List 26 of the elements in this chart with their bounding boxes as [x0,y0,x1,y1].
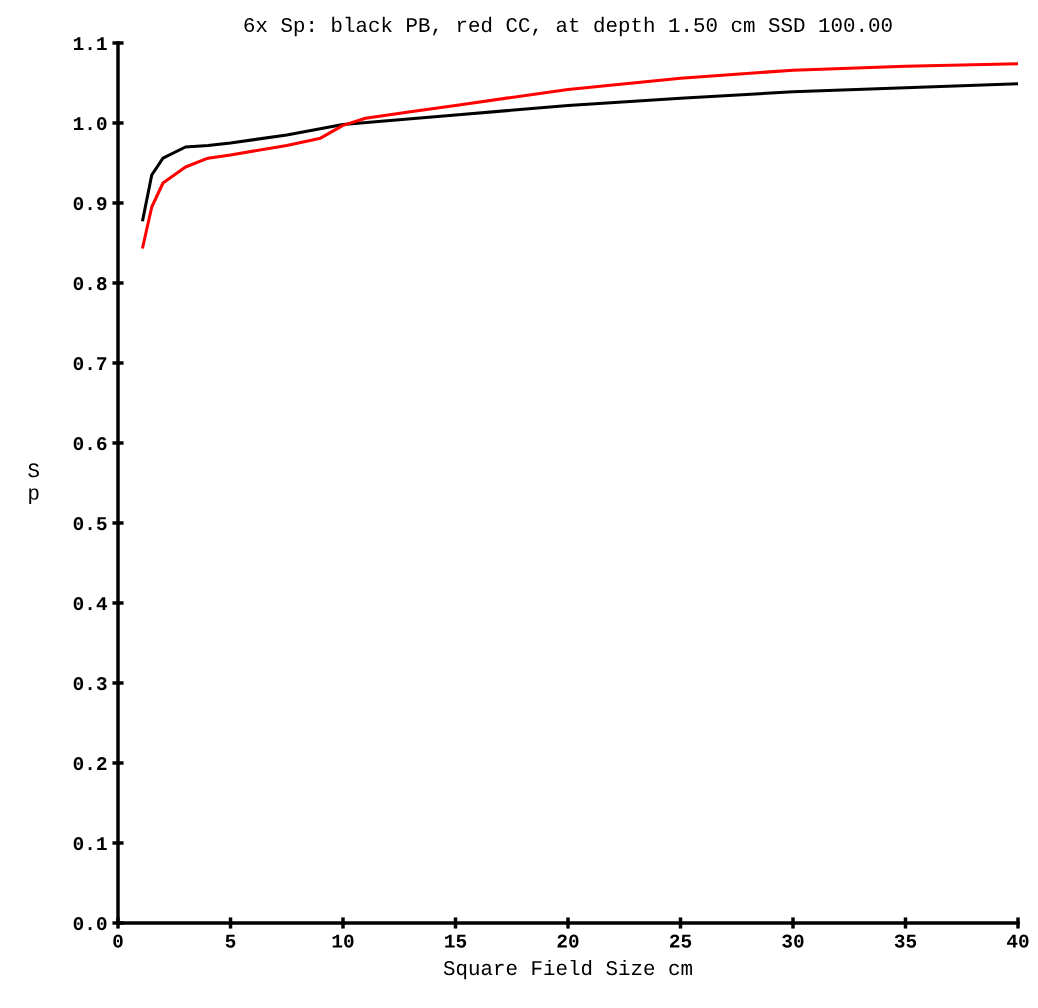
y-tick-label: 0.9 [73,197,107,211]
y-tick-label: 0.3 [73,677,107,691]
x-tick-label: 5 [225,934,236,948]
y-tick-label: 1.1 [73,37,107,51]
x-tick-label: 0 [113,934,123,948]
chart-title: 6x Sp: black PB, red CC, at depth 1.50 cm SSD 100.00 [244,16,892,37]
line-series [141,62,1018,249]
x-tick-label: 35 [894,934,917,948]
y-tick-label: 1.0 [73,117,107,131]
y-tick-label: 0.1 [73,837,107,851]
y-axis-title: Sp [28,463,39,504]
y-tick-label: 0.7 [73,357,107,371]
x-tick-label: 20 [557,934,579,948]
line-series [141,82,1018,222]
x-tick-label: 10 [332,934,354,948]
y-tick-label: 0.2 [73,757,107,771]
x-tick-label: 15 [445,934,467,948]
y-tick-label: 0.8 [73,277,107,291]
x-tick-label: 40 [1007,934,1029,948]
y-tick-label: 0.0 [73,917,107,931]
y-tick-label: 0.4 [73,597,107,611]
x-tick-label: 25 [670,934,692,948]
y-tick-label: 0.5 [73,517,107,531]
x-axis-title: Square Field Size cm [443,959,692,980]
y-tick-label: 0.6 [73,437,107,451]
x-tick-label: 30 [782,934,804,948]
